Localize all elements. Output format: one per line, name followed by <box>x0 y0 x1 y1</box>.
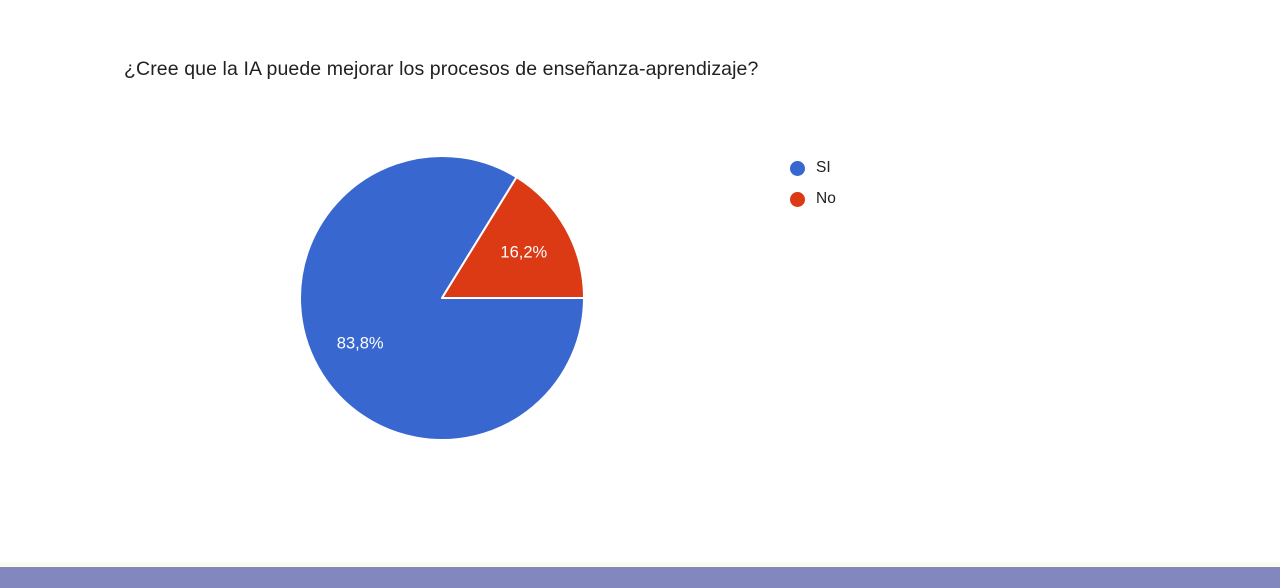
legend-item-si: SI <box>790 157 836 179</box>
pie-chart-canvas: 83,8% 16,2% <box>299 155 585 441</box>
legend-swatch-icon <box>790 191 805 207</box>
pie-slice-value-label: 83,8% <box>337 335 384 353</box>
chart-legend: SI No <box>790 157 836 210</box>
legend-item-no: No <box>790 188 836 210</box>
page-bottom-edge <box>0 562 1280 567</box>
pie-slice-si <box>299 155 585 441</box>
bottom-accent-bar <box>0 567 1280 588</box>
pie-chart: 83,8% 16,2% <box>294 150 590 446</box>
legend-label-no: No <box>816 190 836 207</box>
question-title: ¿Cree que la IA puede mejorar los proces… <box>124 58 759 80</box>
legend-label-si: SI <box>816 159 831 176</box>
pie-slice-no <box>441 176 585 299</box>
legend-swatch-icon <box>790 160 805 176</box>
pie-slice-value-label: 16,2% <box>500 243 547 261</box>
